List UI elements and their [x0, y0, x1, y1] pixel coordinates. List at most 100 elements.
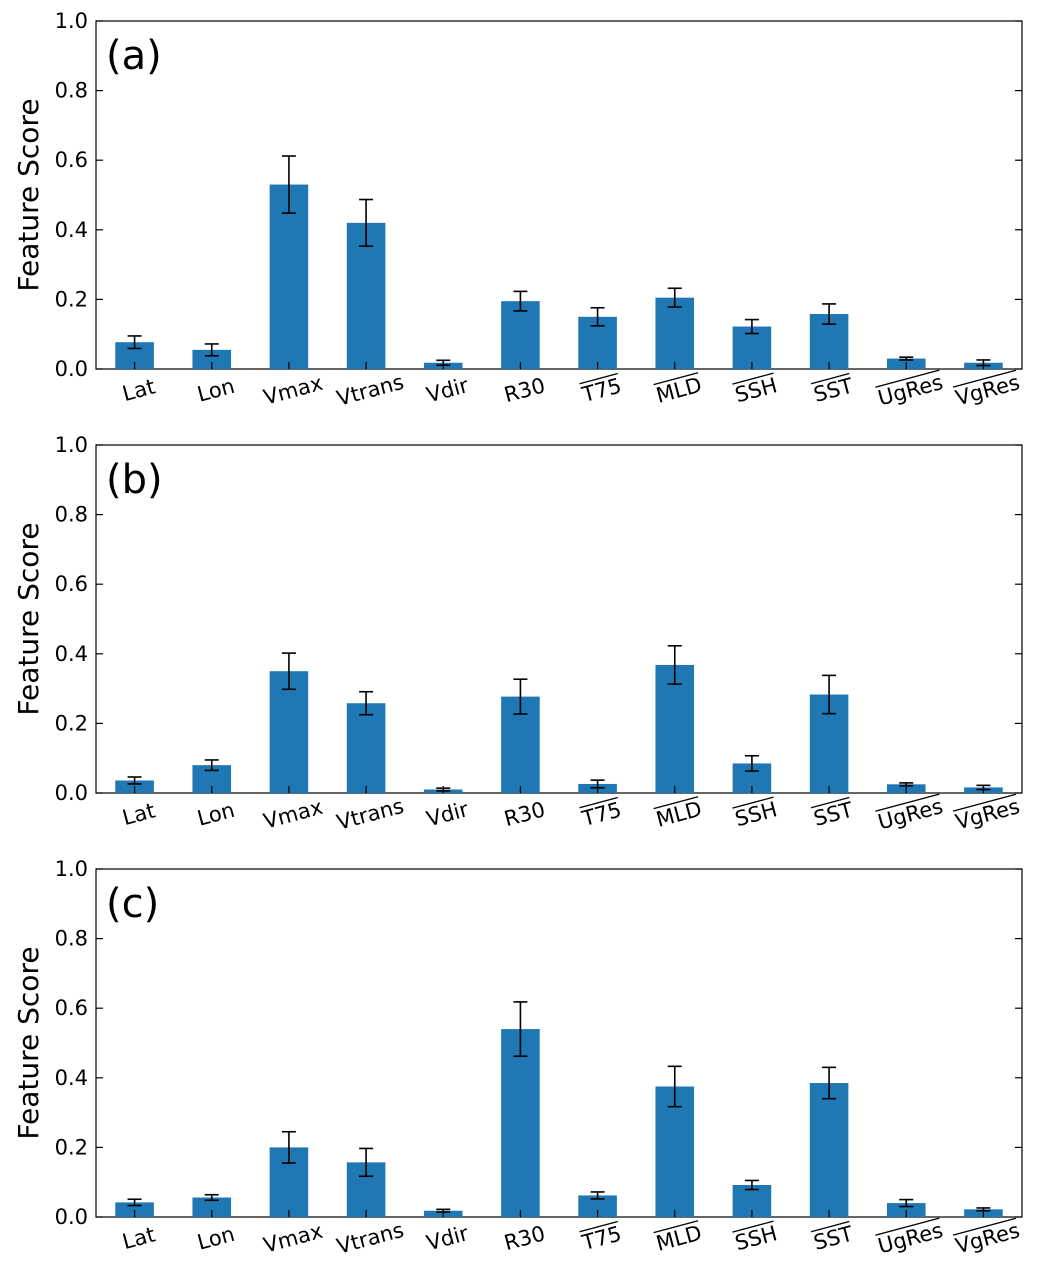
x-tick-label: Vtrans — [334, 794, 406, 835]
error-bar-ssh — [744, 1179, 759, 1191]
x-tick-label: SST — [811, 797, 856, 830]
x-tick-label: Lon — [195, 798, 237, 831]
x-tick-label-group: UgRes — [875, 1217, 946, 1258]
y-tick-label: 0.0 — [55, 357, 88, 381]
overline-mark — [952, 1217, 1017, 1236]
panel-label: (a) — [106, 33, 162, 79]
panel-label: (c) — [106, 881, 159, 927]
y-tick-label: 0.4 — [55, 218, 88, 242]
x-tick-label-group: Lon — [195, 798, 237, 831]
bar-mld — [655, 297, 695, 369]
x-tick-label: SST — [811, 1221, 856, 1254]
error-bar-mld — [667, 644, 682, 685]
x-tick-label: R30 — [502, 797, 548, 831]
x-tick-label-group: Lon — [195, 1222, 237, 1255]
x-tick-label-group: T75 — [579, 372, 624, 407]
x-tick-label-group: R30 — [502, 373, 548, 407]
error-bar-ugres — [899, 1198, 914, 1208]
x-tick-label-group: R30 — [502, 1221, 548, 1255]
y-tick-label: 1.0 — [55, 9, 88, 33]
plot-frame — [95, 20, 1023, 370]
x-tick-label: R30 — [502, 1221, 548, 1255]
x-tick-label-group: Vtrans — [334, 370, 406, 411]
overline-mark — [653, 796, 699, 810]
x-tick-label: Lon — [195, 374, 237, 407]
x-tick-label: VgRes — [953, 794, 1022, 834]
error-bar-lon — [204, 343, 219, 357]
bar-t75 — [578, 1195, 617, 1217]
error-bar-lat — [127, 335, 142, 350]
x-tick-label-group: MLD — [653, 796, 704, 832]
overline-mark — [732, 1220, 774, 1233]
y-axis-label: Feature Score — [12, 522, 45, 715]
chart-panel-1: 0.0 0.2 0.4 0.6 0.8 1.0 Feature Score (a) Lat Lon… — [12, 9, 1023, 411]
x-tick-label-group: Lat — [120, 1222, 158, 1254]
bar-lon — [192, 349, 232, 369]
overline-mark — [875, 793, 940, 812]
x-tick-label-group: SSH — [732, 372, 780, 407]
panel-label: (b) — [106, 457, 163, 503]
overline-mark — [810, 372, 850, 385]
overline-mark — [732, 372, 774, 385]
x-tick-label-group: VgRes — [952, 793, 1022, 834]
overline-mark — [579, 372, 618, 385]
x-tick-label-group: Vdir — [424, 797, 471, 831]
overline-mark — [653, 372, 699, 386]
x-tick-label-group: UgRes — [875, 369, 946, 410]
y-tick-label: 0.2 — [55, 287, 88, 311]
overline-mark — [732, 796, 774, 809]
y-tick-label: 1.0 — [55, 433, 88, 457]
x-tick-label-group: SST — [810, 1220, 856, 1255]
bar-lon — [192, 1197, 232, 1217]
error-bar-ssh — [744, 754, 759, 772]
x-tick-label-group: UgRes — [875, 793, 946, 834]
y-tick-label: 0.6 — [55, 572, 88, 596]
x-tick-label: Vdir — [424, 1221, 471, 1255]
y-tick-label: 0.6 — [55, 996, 88, 1020]
bar-vmax — [269, 671, 309, 793]
error-bar-vtrans — [359, 198, 374, 247]
y-tick-label: 0.6 — [55, 148, 88, 172]
x-tick-label: UgRes — [875, 794, 945, 834]
x-tick-label-group: R30 — [502, 797, 548, 831]
x-tick-label-group: VgRes — [952, 1217, 1022, 1258]
bar-vtrans — [346, 222, 386, 369]
x-tick-label: SST — [811, 373, 856, 406]
x-tick-label-group: VgRes — [952, 369, 1022, 410]
overline-mark — [579, 1220, 618, 1233]
error-bar-r30 — [513, 290, 528, 312]
y-axis-label: Feature Score — [12, 946, 45, 1139]
x-tick-label: Lat — [120, 798, 158, 830]
x-tick-label-group: Vtrans — [334, 794, 406, 835]
x-tick-label-group: T75 — [579, 1220, 624, 1255]
error-bar-sst — [822, 674, 837, 715]
bar-r30 — [501, 301, 540, 369]
x-tick-label: UgRes — [875, 370, 945, 410]
x-tick-label-group: SSH — [732, 796, 780, 831]
x-tick-label-group: Lon — [195, 374, 237, 407]
x-tick-label-group: SST — [810, 796, 856, 831]
x-tick-label: Vmax — [261, 1219, 325, 1258]
bar-lat — [115, 1202, 154, 1217]
x-tick-label-group: Vtrans — [334, 1218, 406, 1259]
x-tick-label: R30 — [502, 373, 548, 407]
overline-mark — [810, 796, 850, 809]
error-bar-vmax — [281, 1130, 296, 1164]
y-tick-label: 0.8 — [55, 503, 88, 527]
error-bar-lon — [204, 1193, 219, 1202]
error-bar-ugres — [899, 782, 914, 787]
overline-mark — [810, 1220, 850, 1233]
x-tick-label-group: Vdir — [424, 373, 471, 407]
bar-mld — [655, 664, 695, 793]
x-tick-label-group: Lat — [120, 374, 158, 406]
x-tick-label: UgRes — [875, 1218, 945, 1258]
y-tick-label: 0.2 — [55, 711, 88, 735]
overline-mark — [875, 1217, 940, 1236]
error-bar-vtrans — [359, 690, 374, 716]
x-tick-label-group: MLD — [653, 372, 704, 408]
error-bar-lon — [204, 759, 219, 772]
y-tick-label: 0.8 — [55, 927, 88, 951]
x-tick-label: Vdir — [424, 797, 471, 831]
chart-panel-2: 0.0 0.2 0.4 0.6 0.8 1.0 Feature Score (b) Lat Lon… — [12, 433, 1023, 835]
